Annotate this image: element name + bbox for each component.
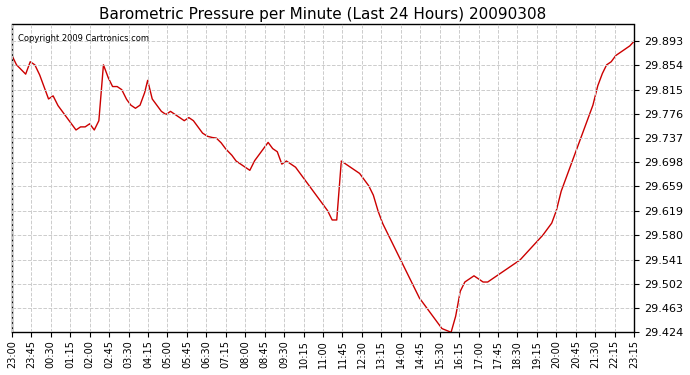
Text: Copyright 2009 Cartronics.com: Copyright 2009 Cartronics.com (18, 34, 149, 43)
Title: Barometric Pressure per Minute (Last 24 Hours) 20090308: Barometric Pressure per Minute (Last 24 … (99, 7, 546, 22)
